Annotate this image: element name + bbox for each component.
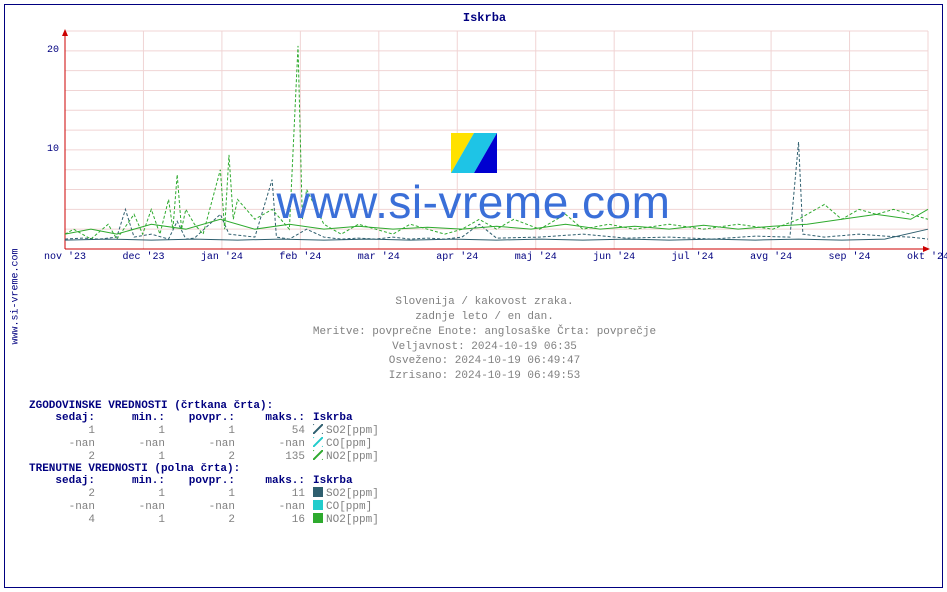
cell-label: CO[ppm] [309, 500, 383, 513]
series-swatch [313, 513, 323, 523]
col-header: maks.: [239, 475, 309, 487]
cell-sedaj: 2 [29, 450, 99, 463]
hist-table: sedaj:min.:povpr.:maks.:Iskrba11154SO2[p… [29, 412, 383, 463]
cell-povpr: 2 [169, 513, 239, 526]
caption-block: Slovenija / kakovost zraka. zadnje leto … [35, 295, 934, 384]
chart-area: Iskrba 10 20 nov '23 dec '23 jan '24 feb '24 m… [35, 11, 934, 281]
col-header: min.: [99, 475, 169, 487]
cell-povpr: -nan [169, 500, 239, 513]
x-tick: dec '23 [121, 252, 165, 263]
cell-povpr: 2 [169, 450, 239, 463]
station-header: Iskrba [309, 412, 383, 424]
x-tick: okt '24 [906, 252, 947, 263]
cell-maks: 135 [239, 450, 309, 463]
caption-line: Slovenija / kakovost zraka. [35, 295, 934, 310]
x-tick: maj '24 [514, 252, 558, 263]
x-tick: avg '24 [749, 252, 793, 263]
cell-sedaj: -nan [29, 437, 99, 450]
cell-min: 1 [99, 487, 169, 500]
cell-sedaj: 2 [29, 487, 99, 500]
cell-label: SO2[ppm] [309, 487, 383, 500]
table-row: -nan-nan-nan-nanCO[ppm] [29, 437, 383, 450]
col-header: sedaj: [29, 412, 99, 424]
cell-label: SO2[ppm] [309, 424, 383, 437]
chart-title: Iskrba [35, 11, 934, 25]
cell-min: 1 [99, 513, 169, 526]
x-tick: apr '24 [435, 252, 479, 263]
x-tick: nov '23 [43, 252, 87, 263]
x-tick: sep '24 [828, 252, 872, 263]
chart-plot: 10 20 nov '23 dec '23 jan '24 feb '24 mar '24 a… [35, 27, 934, 267]
caption-line: Izrisano: 2024-10-19 06:49:53 [35, 369, 934, 384]
series-swatch [313, 437, 323, 447]
col-header: maks.: [239, 412, 309, 424]
cell-maks: -nan [239, 500, 309, 513]
series-swatch [313, 487, 323, 497]
series-swatch [313, 450, 323, 460]
cell-povpr: 1 [169, 424, 239, 437]
sidebar-source-label: www.si-vreme.com [7, 5, 25, 587]
cell-label: NO2[ppm] [309, 450, 383, 463]
cell-povpr: 1 [169, 487, 239, 500]
cell-povpr: -nan [169, 437, 239, 450]
table-row: 11154SO2[ppm] [29, 424, 383, 437]
cell-maks: -nan [239, 437, 309, 450]
cell-min: -nan [99, 437, 169, 450]
y-tick: 20 [35, 45, 59, 56]
cell-maks: 54 [239, 424, 309, 437]
x-tick: mar '24 [357, 252, 401, 263]
cell-label: CO[ppm] [309, 437, 383, 450]
series-swatch [313, 424, 323, 434]
table-row: 212135NO2[ppm] [29, 450, 383, 463]
source-url-text: www.si-vreme.com [11, 248, 22, 344]
main-frame: www.si-vreme.com Iskrba 10 20 nov '23 dec '… [4, 4, 943, 588]
caption-line: zadnje leto / en dan. [35, 310, 934, 325]
y-tick: 10 [35, 144, 59, 155]
curr-header: TRENUTNE VREDNOSTI (polna črta): [29, 463, 383, 475]
cell-label: NO2[ppm] [309, 513, 383, 526]
col-header: povpr.: [169, 412, 239, 424]
col-header: sedaj: [29, 475, 99, 487]
x-tick: jan '24 [200, 252, 244, 263]
cell-maks: 16 [239, 513, 309, 526]
caption-line: Osveženo: 2024-10-19 06:49:47 [35, 354, 934, 369]
series-swatch [313, 500, 323, 510]
col-header: povpr.: [169, 475, 239, 487]
table-row: -nan-nan-nan-nanCO[ppm] [29, 500, 383, 513]
caption-line: Meritve: povprečne Enote: anglosaške Črt… [35, 325, 934, 340]
cell-sedaj: 4 [29, 513, 99, 526]
x-tick: feb '24 [278, 252, 322, 263]
cell-maks: 11 [239, 487, 309, 500]
data-tables: ZGODOVINSKE VREDNOSTI (črtkana črta): se… [29, 400, 383, 526]
col-header: min.: [99, 412, 169, 424]
caption-line: Veljavnost: 2024-10-19 06:35 [35, 340, 934, 355]
cell-sedaj: -nan [29, 500, 99, 513]
table-row: 41216NO2[ppm] [29, 513, 383, 526]
x-tick: jul '24 [671, 252, 715, 263]
x-tick: jun '24 [592, 252, 636, 263]
cell-min: 1 [99, 450, 169, 463]
hist-header: ZGODOVINSKE VREDNOSTI (črtkana črta): [29, 400, 383, 412]
table-row: 21111SO2[ppm] [29, 487, 383, 500]
cell-min: 1 [99, 424, 169, 437]
cell-min: -nan [99, 500, 169, 513]
station-header: Iskrba [309, 475, 383, 487]
curr-table: sedaj:min.:povpr.:maks.:Iskrba21111SO2[p… [29, 475, 383, 526]
cell-sedaj: 1 [29, 424, 99, 437]
